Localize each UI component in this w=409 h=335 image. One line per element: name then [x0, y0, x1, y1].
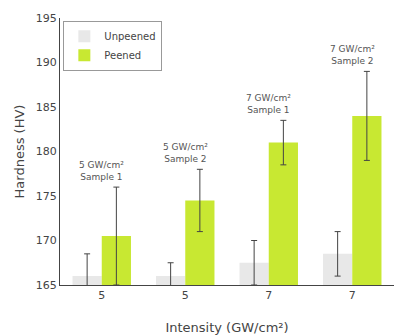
svg-text:7 GW/cm²Sample 1: 7 GW/cm²Sample 1	[246, 93, 291, 115]
svg-text:Hardness (HV): Hardness (HV)	[12, 105, 27, 199]
svg-text:7: 7	[349, 289, 356, 302]
svg-text:170: 170	[36, 234, 57, 247]
svg-text:185: 185	[36, 101, 57, 114]
svg-text:190: 190	[36, 56, 57, 69]
svg-text:Intensity (GW/cm²): Intensity (GW/cm²)	[165, 320, 288, 335]
svg-text:180: 180	[36, 145, 57, 158]
svg-text:165: 165	[36, 279, 57, 292]
svg-text:5 GW/cm²Sample 1: 5 GW/cm²Sample 1	[79, 160, 124, 182]
svg-text:7 GW/cm²Sample 2: 7 GW/cm²Sample 2	[330, 44, 375, 66]
svg-text:5 GW/cm²Sample 2: 5 GW/cm²Sample 2	[163, 142, 208, 164]
svg-text:7: 7	[265, 289, 272, 302]
svg-text:195: 195	[36, 12, 57, 25]
svg-text:5: 5	[182, 289, 189, 302]
svg-text:Unpeened: Unpeened	[104, 31, 155, 42]
svg-text:5: 5	[98, 289, 105, 302]
svg-text:Peened: Peened	[104, 50, 141, 61]
svg-text:175: 175	[36, 190, 57, 203]
